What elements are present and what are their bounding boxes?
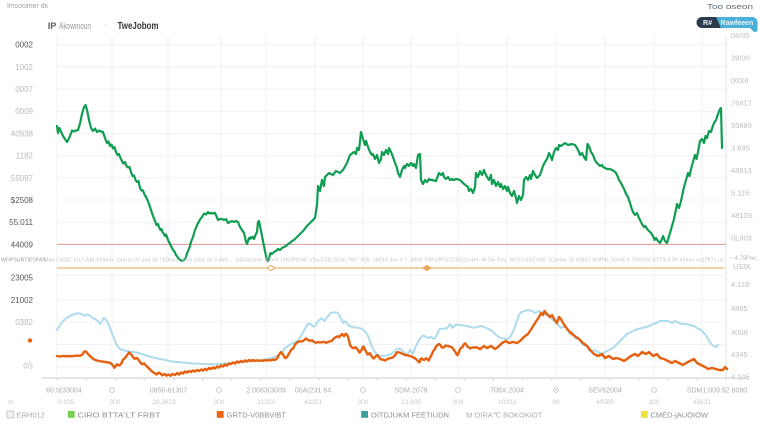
svg-text:45631: 45631 xyxy=(693,399,711,406)
svg-text:Too oseon: Too oseon xyxy=(707,2,753,11)
svg-text:00X8: 00X8 xyxy=(731,76,749,85)
svg-text:1182: 1182 xyxy=(16,152,34,161)
svg-text:Mah-CW3Z 31L7 ABLX55omc Gurus: Mah-CW3Z 31L7 ABLX55omc Gurus U2 and 38.… xyxy=(44,258,724,264)
svg-text:1002: 1002 xyxy=(15,63,33,72)
svg-text:In: In xyxy=(8,399,14,406)
svg-text:2.0063(3009: 2.0063(3009 xyxy=(246,388,285,395)
svg-text:13.635: 13.635 xyxy=(401,399,421,406)
svg-text:M OIRA℃ BOKOKIOT: M OIRA℃ BOKOKIOT xyxy=(466,411,543,420)
svg-text:WOPSURTIESPAN: WOPSURTIESPAN xyxy=(1,258,46,264)
svg-text:SDM1:009.92 8080: SDM1:009.92 8080 xyxy=(687,388,747,395)
svg-text:Imsocimer dx: Imsocimer dx xyxy=(7,3,48,10)
svg-text:0S: 0S xyxy=(23,362,33,371)
svg-text:76817: 76817 xyxy=(731,98,752,107)
svg-text:0002: 0002 xyxy=(15,41,33,50)
svg-text:4885: 4885 xyxy=(731,304,748,313)
svg-text:90: 90 xyxy=(552,399,560,406)
svg-text:0850-61307: 0850-61307 xyxy=(150,388,187,395)
svg-text:21002: 21002 xyxy=(11,296,34,305)
svg-text:GRTD-V0BBVIBT: GRTD-V0BBVIBT xyxy=(227,411,287,420)
svg-text:708X 2004: 708X 2004 xyxy=(490,388,524,395)
svg-text:·: · xyxy=(105,20,108,30)
svg-text:55889: 55889 xyxy=(731,121,752,130)
svg-text:IP: IP xyxy=(48,21,57,31)
svg-text:4009: 4009 xyxy=(731,328,748,337)
svg-text:55:011: 55:011 xyxy=(9,218,33,227)
svg-text:R#: R# xyxy=(703,20,712,27)
svg-text:5.115: 5.115 xyxy=(731,188,749,197)
svg-text:TweJobom: TweJobom xyxy=(118,21,159,32)
svg-text:0382: 0382 xyxy=(15,318,33,327)
svg-text:OITDJUKM FEETIUDN: OITDJUKM FEETIUDN xyxy=(371,411,449,420)
svg-text:0009: 0009 xyxy=(15,107,33,116)
svg-text:4.118: 4.118 xyxy=(731,280,749,289)
svg-text:300: 300 xyxy=(110,399,121,406)
svg-text:44009: 44009 xyxy=(11,240,34,249)
svg-text:43301: 43301 xyxy=(304,399,322,406)
svg-text:10303: 10303 xyxy=(498,399,516,406)
svg-text:40938: 40938 xyxy=(11,129,34,138)
svg-text:55097: 55097 xyxy=(11,174,34,183)
svg-text:ERH012: ERH012 xyxy=(17,411,45,420)
svg-text:000: 000 xyxy=(453,399,464,406)
svg-text:23005: 23005 xyxy=(11,274,34,283)
svg-text:39/00: 39/00 xyxy=(731,53,750,62)
svg-text:300: 300 xyxy=(649,399,660,406)
svg-text:60.9(33004: 60.9(33004 xyxy=(46,388,82,395)
svg-text:31303: 31303 xyxy=(257,399,275,406)
svg-text:0L909: 0L909 xyxy=(731,233,752,242)
svg-text:$2508: $2508 xyxy=(11,196,34,205)
svg-text:⋯4.79Pwc: ⋯4.79Pwc xyxy=(729,256,757,262)
svg-text:4810S: 4810S xyxy=(731,211,753,220)
svg-text:SEV62004: SEV62004 xyxy=(588,388,622,395)
svg-text:00A(231 64: 00A(231 64 xyxy=(295,388,331,395)
svg-text:0007: 0007 xyxy=(15,85,33,94)
svg-text:4345: 4345 xyxy=(731,350,748,359)
svg-text:300: 300 xyxy=(358,399,369,406)
svg-text:Rawfeeen: Rawfeeen xyxy=(721,20,754,27)
svg-text:SDM 2079: SDM 2079 xyxy=(394,388,427,395)
svg-text:3.695: 3.695 xyxy=(731,143,750,152)
svg-text:08/05: 08/05 xyxy=(731,31,750,40)
svg-text:40585: 40585 xyxy=(596,399,614,406)
svg-text:Akowmoun: Akowmoun xyxy=(59,21,91,31)
svg-text:4.105: 4.105 xyxy=(731,372,750,381)
svg-text:48813: 48813 xyxy=(731,166,752,175)
svg-text:CIRO BTTAʼLT FRBT: CIRO BTTAʼLT FRBT xyxy=(78,411,161,420)
svg-text:28.3623: 28.3623 xyxy=(152,399,176,406)
svg-text:U33X: U33X xyxy=(733,264,751,271)
svg-text:300: 300 xyxy=(214,399,225,406)
svg-text:CMED-jAUOIOW: CMED-jAUOIOW xyxy=(651,411,709,420)
svg-text:-9.835: -9.835 xyxy=(56,399,75,406)
